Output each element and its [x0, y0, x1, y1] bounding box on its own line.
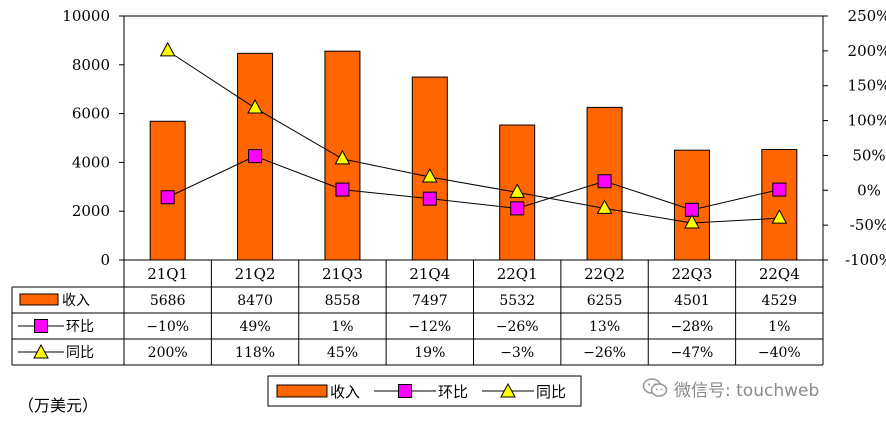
point-yoy: [334, 149, 351, 165]
row-label: 同比: [66, 345, 94, 361]
category-label: 22Q3: [671, 265, 712, 283]
point-yoy: [771, 209, 788, 224]
table-row: 收入 5686 8470 8558 7497 5532 6255 4501 4529: [19, 293, 797, 309]
watermark-text: 微信号: touchweb: [674, 380, 820, 401]
bar-revenue: [761, 148, 798, 261]
legend-swatch-revenue: [276, 384, 328, 398]
right-axis-tick-label: 100%: [848, 112, 886, 130]
category-label: 22Q1: [497, 265, 538, 283]
legend-key-triangle: [33, 343, 49, 359]
point-yoy: [684, 213, 700, 229]
category-label: 21Q1: [147, 265, 188, 283]
bars-layer: [149, 50, 798, 261]
left-axis-tick-label: 8000: [72, 56, 110, 74]
point-qoq: [160, 190, 175, 205]
line-yoy: [167, 50, 780, 224]
point-yoy: [247, 98, 263, 114]
table-row: 同比 200% 118% 45% 19% −3% −26% −47% −40%: [18, 343, 801, 361]
watermark: 微信号: touchweb: [642, 374, 819, 402]
left-axis-tick-label: 4000: [72, 153, 110, 171]
row-label: 收入: [62, 293, 90, 309]
lines-layer: [159, 41, 788, 229]
table-cell: 4529: [761, 293, 797, 309]
table-cell: 5686: [150, 293, 186, 309]
wechat-icon: [642, 378, 668, 397]
legend-key-square: [34, 319, 48, 333]
point-qoq: [772, 182, 787, 197]
table-cell: −3%: [500, 345, 534, 361]
point-yoy: [596, 199, 613, 214]
data-table: 21Q1 21Q2 21Q3 21Q4 22Q1 22Q2 22Q3 22Q4 收入 5686 84…: [11, 260, 824, 366]
right-axis-tick-label: -50%: [850, 216, 886, 234]
table-cell: −26%: [583, 345, 626, 361]
unit-label: （万美元）: [18, 396, 99, 415]
line-qoq: [167, 155, 780, 211]
legend-label-qoq: 环比: [438, 383, 468, 401]
plot-frame: [123, 15, 824, 261]
table-cell: 5532: [499, 293, 535, 309]
category-label: 21Q4: [409, 265, 450, 283]
table-row: 环比 −10% 49% 1% −12% −26% 13% −28% 1%: [18, 319, 790, 335]
table-cell: −12%: [408, 319, 451, 335]
left-axis-tick-label: 10000: [62, 7, 110, 25]
table-cell: 13%: [589, 319, 620, 335]
category-label: 22Q2: [584, 265, 625, 283]
legend-key-bar: [19, 293, 59, 306]
legend-label-yoy: 同比: [536, 383, 566, 401]
category-label: 22Q4: [759, 265, 800, 283]
table-cell: −47%: [671, 345, 714, 361]
point-qoq: [335, 182, 350, 197]
right-axis-tick-label: 50%: [852, 146, 885, 164]
table-cell: 8470: [237, 293, 273, 309]
table-cell: −26%: [496, 319, 539, 335]
left-axis-tick-label: 6000: [72, 105, 110, 123]
table-cell: −28%: [671, 319, 714, 335]
left-axis-tick-label: 2000: [72, 202, 110, 220]
point-qoq: [422, 191, 437, 206]
legend-label-revenue: 收入: [330, 383, 360, 401]
table-cell: 4501: [674, 293, 710, 309]
point-qoq: [248, 149, 263, 164]
right-axis-tick-label: 0%: [857, 181, 881, 199]
table-cell: 7497: [412, 293, 448, 309]
table-cell: 118%: [235, 345, 275, 361]
table-cell: 45%: [327, 345, 358, 361]
point-yoy: [421, 167, 438, 183]
table-cell: 49%: [240, 319, 271, 335]
legend: 收入 环比 同比: [267, 375, 582, 407]
point-yoy: [509, 183, 526, 198]
point-yoy: [159, 41, 176, 57]
right-axis-tick-label: 150%: [848, 77, 886, 95]
right-axis-tick-label: 250%: [848, 7, 886, 25]
table-cell: 6255: [587, 293, 623, 309]
table-cell: 1%: [768, 319, 790, 335]
point-qoq: [510, 201, 525, 216]
table-cell: 200%: [148, 345, 188, 361]
point-qoq: [597, 174, 612, 189]
category-label: 21Q2: [235, 265, 276, 283]
table-cell: 19%: [414, 345, 445, 361]
right-axis-tick-label: 200%: [848, 42, 886, 60]
row-label: 环比: [66, 319, 94, 335]
table-cell: −10%: [146, 319, 189, 335]
table-cell: −40%: [758, 345, 801, 361]
table-cell: 1%: [331, 319, 353, 335]
table-cell: 8558: [325, 293, 361, 309]
legend-marker-yoy: [500, 382, 516, 398]
legend-marker-qoq: [398, 384, 412, 398]
axes-layer: 0 2000 4000 6000 8000 10000 -100% -50% 0% 50% 100%…: [62, 7, 886, 269]
category-label: 21Q3: [322, 265, 363, 283]
left-axis-tick-label: 0: [100, 251, 110, 269]
right-axis-tick-label: -100%: [845, 251, 886, 269]
